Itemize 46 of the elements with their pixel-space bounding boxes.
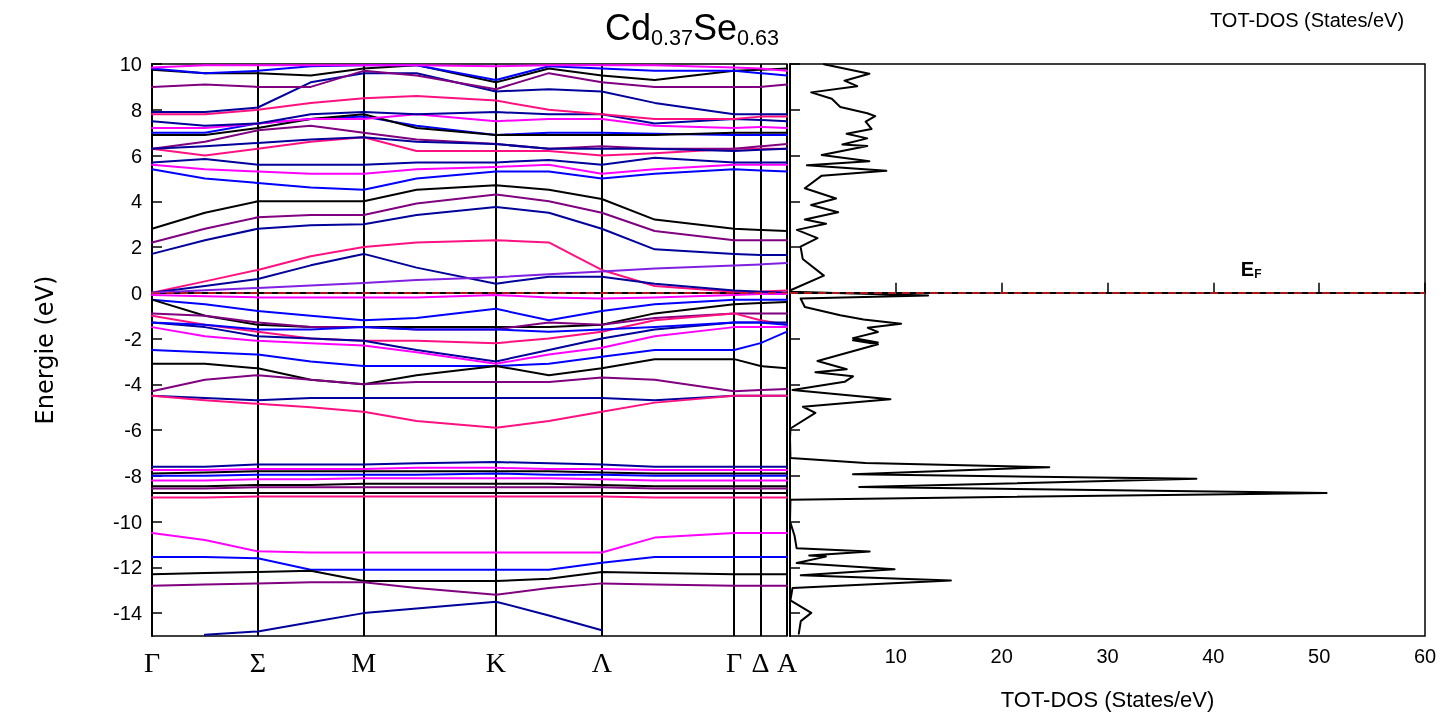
x-tick-label: Γ [725,646,743,678]
x-tick-label: K [485,646,507,678]
line-series [151,193,788,244]
x-tick-label: A [776,646,798,678]
x-tick-label: 20 [990,645,1013,667]
line-series [151,163,788,175]
line-series [151,321,788,333]
y-tick-label: -2 [124,327,142,350]
line-series [151,136,788,152]
y-tick-label: -14 [113,602,142,625]
x-axis-title: TOT-DOS (States/eV) [1000,686,1215,712]
y-tick-label: 6 [130,144,142,167]
line-series [151,206,788,257]
x-tick-label: 60 [1413,645,1437,667]
line-series [151,95,788,120]
line-series [151,581,788,596]
line-series [151,556,788,571]
x-tick-label: Σ [249,646,266,678]
line-series [151,394,788,429]
text: TOT-DOS (States/eV) [1210,9,1405,31]
y-tick-label: 2 [130,236,142,259]
line-series [203,600,603,636]
x-tick-label: 10 [884,645,907,667]
y-tick-label: -6 [124,419,142,442]
y-tick-label: 0 [130,281,142,304]
line-series [151,168,788,191]
x-tick-label: Λ [591,646,613,678]
line-series [151,72,788,116]
line-series [151,374,788,393]
y-tick-label: -4 [124,373,142,396]
y-tick-label: 8 [130,98,142,121]
x-tick-label: 50 [1308,645,1331,667]
line-series [151,69,788,91]
y-tick-label: 10 [119,53,142,75]
x-tick-label: Δ [751,646,770,678]
x-tick-label: M [351,646,377,678]
y-axis-title: Energie (eV) [31,275,59,425]
y-tick-label: -10 [113,510,142,533]
y-tick-label: -8 [124,464,142,487]
y-tick-label: -12 [113,556,142,579]
x-tick-label: Γ [143,646,161,678]
y-tick-label: 4 [130,190,142,213]
line-series [151,532,788,554]
x-tick-label: 40 [1202,645,1225,667]
x-tick-label: 30 [1096,645,1119,667]
line-series [151,156,788,166]
